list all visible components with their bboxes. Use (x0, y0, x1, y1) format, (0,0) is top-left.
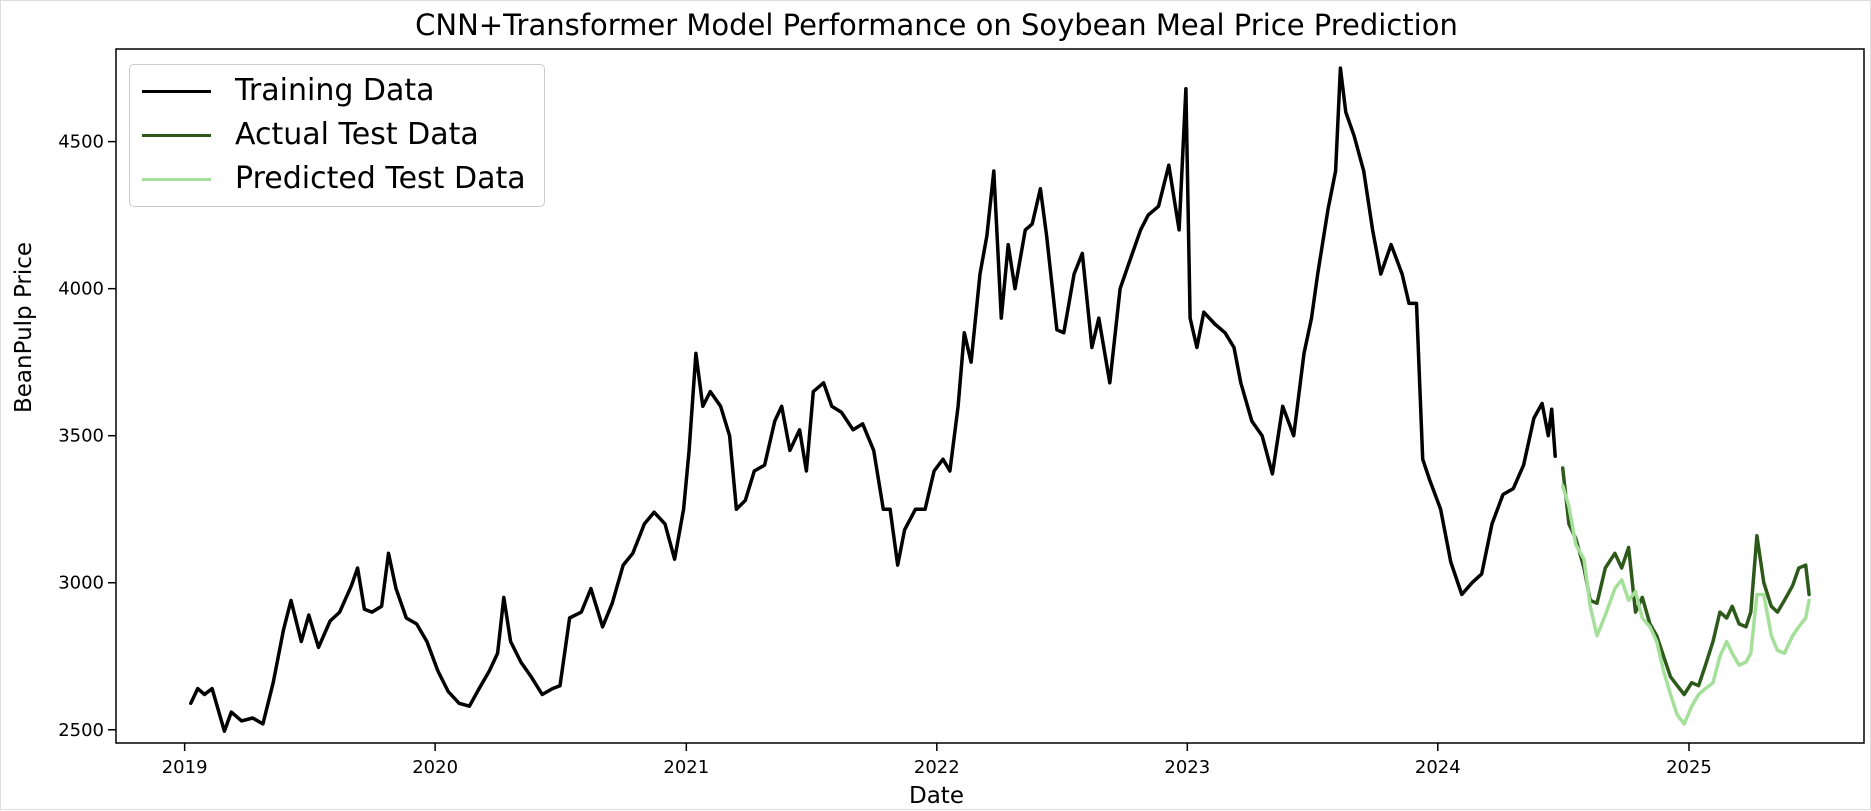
x-tick-label: 2019 (162, 757, 208, 778)
legend-item-predicted-test: Predicted Test Data (142, 162, 526, 196)
legend: Training Data Actual Test Data Predicted… (129, 64, 545, 207)
x-tick-label: 2020 (412, 757, 458, 778)
legend-label-training: Training Data (235, 73, 435, 108)
chart-title: CNN+Transformer Model Performance on Soy… (415, 8, 1458, 42)
x-axis-ticks: 2019 2020 2021 2022 2023 2024 2025 (162, 743, 1712, 778)
legend-swatch-actual-test (142, 133, 211, 137)
x-tick-label: 2023 (1164, 757, 1210, 778)
legend-label-predicted-test: Predicted Test Data (235, 161, 526, 196)
legend-label-actual-test: Actual Test Data (235, 117, 479, 152)
x-tick-label: 2022 (914, 757, 960, 778)
y-tick-label: 3500 (58, 426, 104, 447)
x-tick-label: 2021 (663, 757, 709, 778)
legend-item-training: Training Data (142, 74, 435, 108)
x-tick-label: 2024 (1415, 757, 1461, 778)
y-tick-label: 4500 (58, 132, 104, 153)
plot-area-frame (115, 48, 1865, 744)
y-tick-label: 3000 (58, 573, 104, 594)
x-tick-label: 2025 (1666, 757, 1712, 778)
y-axis-label: BeanPulp Price (11, 241, 37, 413)
x-axis-label: Date (909, 783, 964, 809)
legend-swatch-training (142, 89, 211, 93)
series-line-predicted-test-data (1560, 483, 1811, 726)
y-tick-label: 2500 (58, 720, 104, 741)
legend-swatch-predicted-test (142, 177, 211, 181)
series-layer (189, 66, 1811, 733)
series-line-training-data (189, 66, 1557, 733)
y-axis-ticks: 2500 3000 3500 4000 4500 (58, 132, 116, 741)
series-line-actual-test-data (1560, 466, 1811, 697)
y-tick-label: 4000 (58, 279, 104, 300)
legend-item-actual-test: Actual Test Data (142, 118, 479, 152)
